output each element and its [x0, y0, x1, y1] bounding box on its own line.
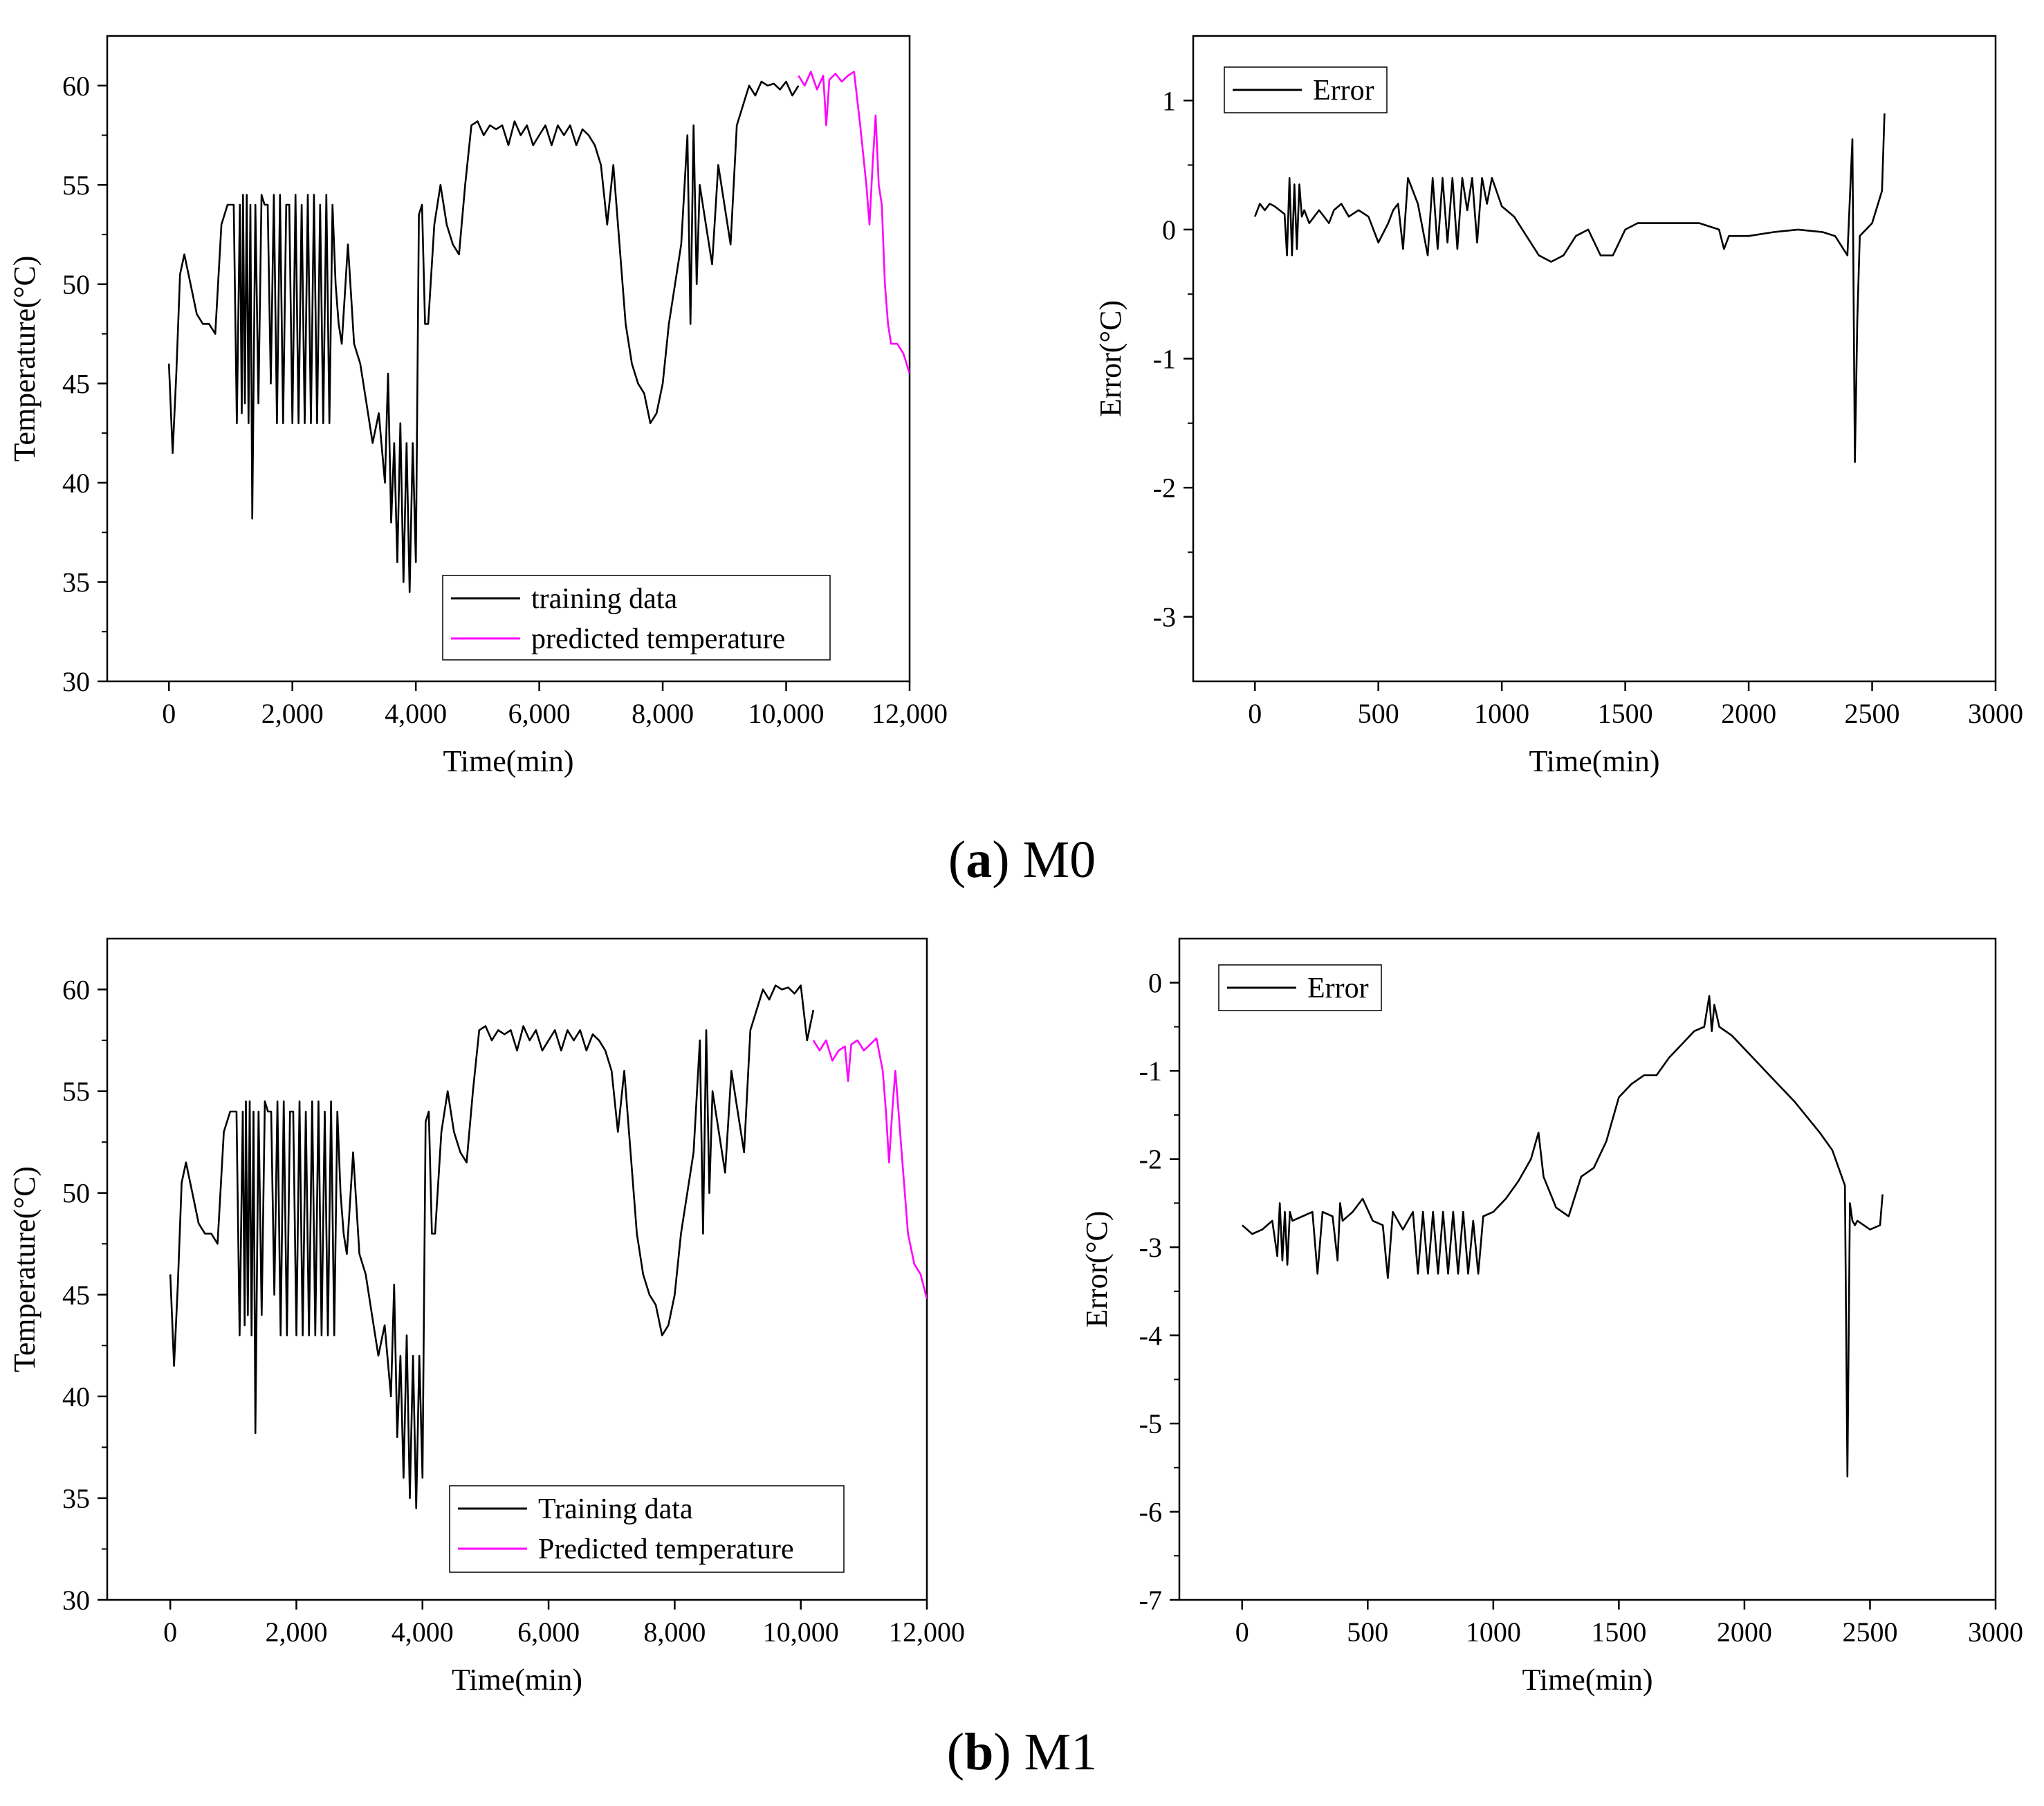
series-line-predicted-temperature [812, 1037, 927, 1300]
y-tick-label: -2 [1153, 472, 1176, 504]
y-tick-label: -1 [1153, 344, 1176, 375]
x-tick-label: 8,000 [632, 698, 694, 729]
legend: Error [1218, 964, 1382, 1011]
legend-label: training data [531, 583, 677, 615]
series-line-error [1253, 113, 1886, 463]
y-tick-label: 55 [62, 1076, 90, 1107]
x-tick-label: 2500 [1845, 698, 1900, 729]
y-axis-title: Error(°C) [1094, 300, 1127, 417]
x-tick-label: 6,000 [508, 698, 571, 729]
y-tick-label: 0 [1162, 214, 1176, 246]
y-tick-label: 50 [62, 269, 90, 300]
plot-frame [1178, 937, 1997, 1601]
x-tick-label: 2500 [1842, 1616, 1897, 1648]
legend-label: Training data [538, 1493, 693, 1525]
x-tick-label: 500 [1358, 698, 1399, 729]
x-axis-title: Time(min) [1529, 744, 1659, 778]
x-tick-label: 1500 [1591, 1616, 1646, 1648]
y-tick-label: 45 [62, 368, 90, 399]
y-tick-label: 35 [62, 566, 90, 598]
plot-frame [1192, 35, 1997, 683]
x-tick-label: 0 [1235, 1616, 1249, 1648]
series-group [1253, 113, 1886, 463]
x-tick-label: 4,000 [385, 698, 447, 729]
legend: training data predicted temperature [442, 575, 831, 661]
y-tick-label: 30 [62, 1585, 90, 1616]
x-tick-label: 4,000 [392, 1616, 454, 1648]
y-tick-label: 1 [1162, 85, 1176, 116]
y-tick-label: -1 [1139, 1056, 1162, 1087]
legend-box [442, 575, 831, 661]
caption-a: (a) M0 [948, 831, 1096, 889]
y-tick-label: 30 [62, 666, 90, 697]
x-tick-label: 2000 [1717, 1616, 1772, 1648]
series-line-training-data [167, 80, 800, 593]
x-tick-label: 2,000 [261, 698, 324, 729]
series-group [169, 984, 927, 1509]
y-tick-label: 50 [62, 1178, 90, 1209]
y-tick-label: -4 [1139, 1320, 1162, 1352]
x-axis-title: Time(min) [443, 744, 573, 778]
y-tick-label: 55 [62, 169, 90, 201]
y-tick-label: 45 [62, 1280, 90, 1311]
y-tick-label: 60 [62, 975, 90, 1006]
x-tick-label: 12,000 [872, 698, 948, 729]
series-line-training-data [169, 984, 815, 1509]
x-tick-label: 8,000 [643, 1616, 706, 1648]
legend-label: Predicted temperature [538, 1533, 794, 1565]
x-axis-title: Time(min) [1522, 1663, 1652, 1697]
panel-b-temperature: 0 2,000 4,000 6,000 8,000 10,000 12,000 30 35 40 4… [8, 937, 965, 1697]
legend-label: predicted temperature [531, 623, 785, 655]
x-tick-label: 12,000 [889, 1616, 965, 1648]
x-axis-title: Time(min) [452, 1663, 582, 1697]
legend-box [1224, 66, 1388, 113]
y-tick-label: 35 [62, 1483, 90, 1514]
x-tick-label: 0 [162, 698, 176, 729]
x-tick-label: 0 [163, 1616, 177, 1648]
plot-frame [106, 35, 911, 683]
panel-a-temperature: 0 2,000 4,000 6,000 8,000 10,000 12,000 30 35 40 4… [8, 35, 948, 778]
series-line-predicted-temperature [798, 71, 910, 374]
panel-a-error: 0 500 1000 1500 2000 2500 3000 -3 -2 -1 0 1 Time(min… [1094, 35, 2023, 778]
x-tick-label: 2000 [1721, 698, 1776, 729]
x-tick-label: 6,000 [517, 1616, 580, 1648]
x-tick-label: 1000 [1466, 1616, 1521, 1648]
x-tick-label: 10,000 [748, 698, 825, 729]
legend-box [449, 1485, 845, 1573]
x-tick-label: 1000 [1474, 698, 1529, 729]
panel-b-error: 0 500 1000 1500 2000 2500 3000 -7 -6 -5 -4 -3 -2 -1 0 T… [1080, 937, 2023, 1697]
y-tick-label: -3 [1153, 602, 1176, 633]
y-axis-title: Temperature(°C) [8, 1166, 42, 1372]
y-axis-title: Temperature(°C) [8, 256, 42, 462]
legend-label: Error [1307, 973, 1369, 1004]
legend: Error [1224, 66, 1388, 113]
series-group [1241, 995, 1884, 1477]
y-tick-label: 0 [1148, 968, 1162, 999]
y-tick-label: 40 [62, 1381, 90, 1412]
y-tick-label: -5 [1139, 1408, 1162, 1439]
legend: Training data Predicted temperature [449, 1485, 845, 1573]
y-tick-label: 60 [62, 71, 90, 102]
y-axis-title: Error(°C) [1080, 1210, 1114, 1327]
y-tick-label: 40 [62, 468, 90, 499]
series-line-error [1241, 995, 1884, 1477]
x-tick-label: 2,000 [265, 1616, 327, 1648]
plot-frame [106, 937, 928, 1601]
y-tick-label: -3 [1139, 1232, 1162, 1263]
y-tick-label: -2 [1139, 1144, 1162, 1175]
x-tick-label: 500 [1347, 1616, 1388, 1648]
legend-label: Error [1313, 75, 1374, 107]
caption-b: (b) M1 [946, 1723, 1098, 1781]
x-tick-label: 3000 [1968, 698, 2023, 729]
x-tick-label: 1500 [1598, 698, 1653, 729]
x-tick-label: 0 [1248, 698, 1262, 729]
y-tick-label: -7 [1139, 1585, 1162, 1616]
y-tick-label: -6 [1139, 1497, 1162, 1528]
x-tick-label: 10,000 [763, 1616, 839, 1648]
series-group [167, 71, 910, 593]
x-tick-label: 3000 [1968, 1616, 2023, 1648]
